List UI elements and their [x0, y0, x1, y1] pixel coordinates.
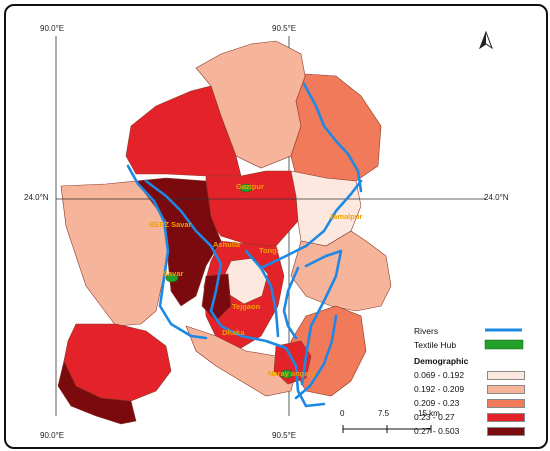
rivers	[126, 82, 363, 408]
label-dhaka: Dhaka	[222, 328, 245, 337]
district-southwest-red	[63, 323, 172, 402]
legend-class-label: 0.069 - 0.192	[414, 370, 465, 380]
legend-rivers-label: Rivers	[414, 326, 439, 336]
river-west	[126, 164, 208, 340]
river-north	[302, 82, 363, 193]
legend-class-row: 0.069 - 0.192	[414, 368, 538, 382]
legend-class-label: 0.209 - 0.23	[414, 398, 460, 408]
legend-classes: 0.069 - 0.192 0.192 - 0.209 0.209 - 0.23 0.…	[414, 368, 538, 438]
legend-class-row: 0.209 - 0.23	[414, 396, 538, 410]
scale-label-end: 15 km	[418, 409, 440, 418]
hub-narayanganj	[280, 369, 294, 379]
label-bepz: BEPZ Savar	[149, 220, 192, 229]
legend: Rivers Textile Hub Demographic 0.069 - 0…	[414, 324, 538, 438]
coord-bottom-left: 90.0°E	[40, 431, 65, 440]
textile-hubs	[165, 183, 294, 379]
river-turag	[144, 179, 223, 313]
coord-right-lat: 24.0°N	[484, 193, 509, 202]
legend-class-row: 0.192 - 0.209	[414, 382, 538, 396]
scale-bar	[342, 425, 432, 433]
legend-class-swatch	[487, 413, 525, 422]
coord-bottom-right: 90.5°E	[272, 431, 297, 440]
legend-class-label: 0.27 - 0.503	[414, 426, 460, 436]
legend-row-hub: Textile Hub	[414, 338, 538, 352]
legend-class-row: 0.27 - 0.503	[414, 424, 538, 438]
legend-class-swatch	[487, 385, 525, 394]
district-south-pale	[185, 325, 297, 397]
legend-class-label: 0.23 - 0.27	[414, 412, 455, 422]
hub-gazipur	[239, 183, 253, 193]
scale-label-mid: 7.5	[378, 409, 390, 418]
river-southeast	[294, 314, 338, 400]
coord-left-lat: 24.0°N	[24, 193, 49, 202]
scale-label-zero: 0	[340, 409, 345, 418]
district-northeast-orange	[290, 73, 382, 182]
map-frame: Gazipur Jamalpur BEPZ Savar Ashulia Tong…	[4, 4, 548, 449]
north-arrow-icon	[478, 30, 494, 50]
coord-top-left: 90.0°E	[40, 24, 65, 33]
label-gazipur: Gazipur	[236, 182, 264, 191]
district-ward-dark	[201, 273, 232, 322]
hub-savar	[165, 273, 179, 283]
river-meghna	[300, 249, 343, 386]
legend-class-label: 0.192 - 0.209	[414, 384, 465, 394]
legend-row-rivers: Rivers	[414, 324, 538, 338]
label-savar: Savar	[163, 269, 184, 278]
label-jamalpur: Jamalpur	[329, 212, 362, 221]
district-southwest-dark	[57, 360, 137, 425]
label-tongi: Tongi	[259, 246, 279, 255]
legend-class-row: 0.23 - 0.27	[414, 410, 538, 424]
map-canvas: Gazipur Jamalpur BEPZ Savar Ashulia Tong…	[55, 30, 524, 433]
legend-hub-label: Textile Hub	[414, 340, 457, 350]
river-east-lakhya	[259, 179, 363, 270]
coord-top-right: 90.5°E	[272, 24, 297, 33]
label-tejgaon: Tejgaon	[232, 302, 261, 311]
legend-class-swatch	[487, 399, 525, 408]
legend-class-swatch	[487, 427, 525, 436]
label-narayanganj: Naray anganj	[268, 369, 315, 378]
label-ashulia: Ashulia	[213, 240, 241, 249]
district-east-salmon	[290, 230, 392, 312]
district-polygons	[57, 40, 392, 425]
legend-hub-swatch	[484, 339, 524, 350]
river-east-loop	[282, 266, 300, 340]
river-central	[209, 309, 326, 408]
legend-title: Demographic	[414, 356, 469, 366]
river-balu	[244, 249, 280, 338]
legend-class-swatch	[487, 371, 525, 380]
